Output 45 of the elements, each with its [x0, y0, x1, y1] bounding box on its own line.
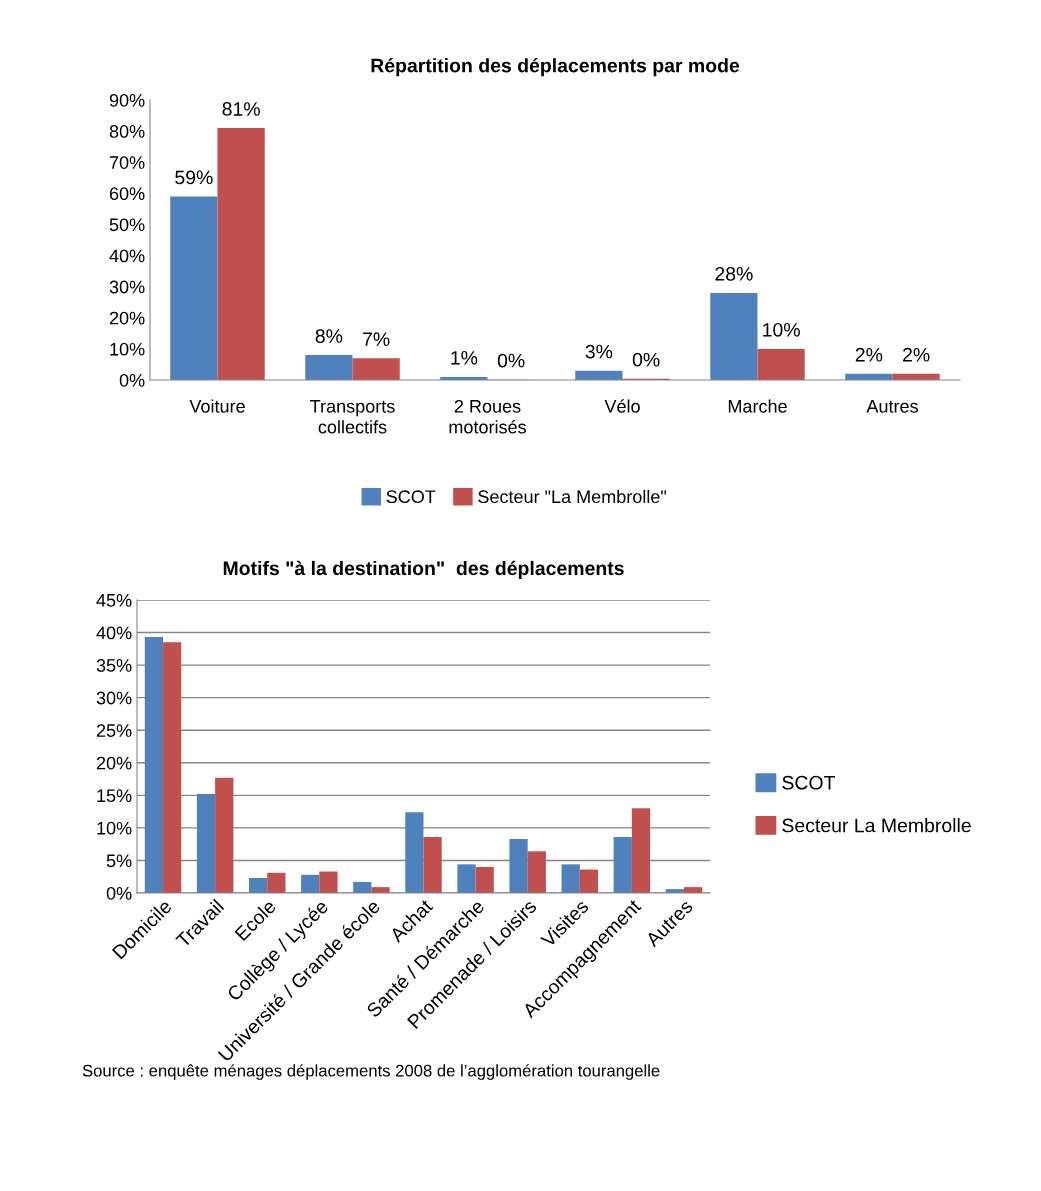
y-tick-label: 45% [96, 594, 132, 607]
y-tick-label: 10% [110, 342, 145, 356]
y-tick-label: 40% [109, 249, 145, 263]
source-note: Source : enquête ménages déplacements 2008 de l’agglomération tourangelle [82, 1064, 660, 1080]
data-label: 59% [175, 170, 213, 185]
data-label: 10% [763, 322, 800, 337]
x-tick-label: 2 Roues motorisés [449, 399, 526, 434]
x-tick-label: Autres [866, 400, 918, 413]
y-tick-label: 50% [109, 218, 145, 232]
y-tick-label: 20% [96, 756, 132, 770]
y-tick-label: 40% [96, 626, 132, 640]
data-label: 81% [222, 102, 260, 116]
y-tick-label: 30% [109, 280, 145, 294]
y-tick-label: 10% [97, 821, 132, 835]
x-tick-label: Vélo [604, 399, 640, 413]
y-tick-label: 0% [106, 886, 132, 900]
y-tick-label: 20% [109, 311, 145, 325]
data-label: 7% [363, 332, 390, 346]
x-tick-label: Voiture [189, 399, 245, 413]
legend-label: Secteur "La Membrolle" [478, 489, 667, 504]
y-tick-label: 0% [119, 373, 145, 387]
data-label: 0% [497, 353, 525, 368]
legend-label: SCOT [386, 490, 436, 504]
chart-title: Motifs "à la destination" des déplacements [223, 560, 624, 580]
legend-label: Secteur La Membrolle [782, 818, 971, 833]
data-label: 8% [315, 329, 343, 343]
data-label: 2% [855, 347, 883, 362]
x-tick-label: Marche [728, 399, 787, 413]
y-tick-label: 5% [106, 854, 132, 868]
y-tick-label: 25% [96, 724, 132, 737]
data-label: 1% [451, 351, 478, 365]
y-tick-label: 35% [96, 659, 132, 672]
y-tick-label: 80% [109, 125, 145, 138]
data-label: 0% [632, 352, 660, 367]
legend-label: SCOT [782, 775, 835, 790]
y-tick-label: 30% [96, 691, 132, 705]
y-tick-label: 15% [97, 789, 132, 803]
y-tick-label: 90% [109, 93, 145, 107]
x-tick-label: Transports collectifs [310, 400, 395, 434]
chart-title: Répartition des déplacements par mode [371, 57, 740, 77]
y-tick-label: 60% [109, 187, 145, 201]
y-tick-label: 70% [109, 156, 145, 169]
data-label: 2% [903, 347, 930, 362]
data-label: 28% [715, 266, 753, 281]
data-label: 3% [585, 344, 613, 359]
